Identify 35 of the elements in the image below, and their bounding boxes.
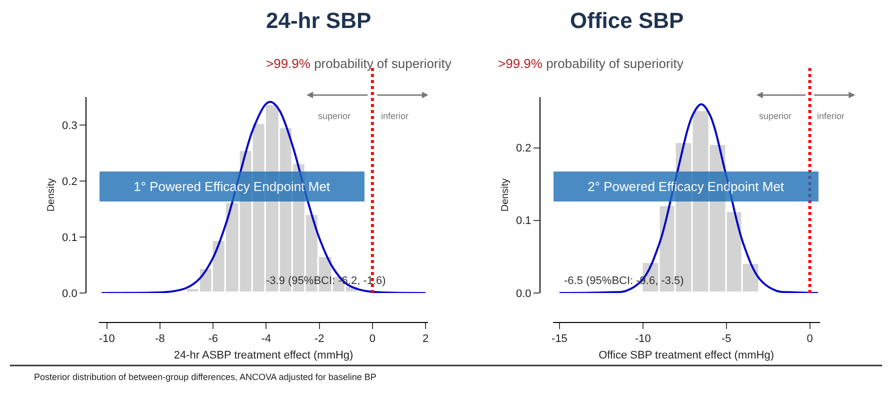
y-tick-label: 0.1 [516, 215, 532, 228]
y-axis-title: Density [500, 178, 511, 212]
annotation: inferior [381, 111, 409, 121]
chart-title: 24-hr SBP [266, 8, 372, 33]
annotation: inferior [817, 111, 845, 121]
annotation: superior [318, 111, 351, 121]
x-axis-title: 24-hr ASBP treatment effect (mmHg) [174, 349, 354, 362]
chart-subtitle: >99.9% probability of superiority [266, 56, 452, 71]
annotation: 2° Powered Efficacy Endpoint Met [588, 179, 784, 194]
x-axis-title: Office SBP treatment effect (mmHg) [598, 349, 774, 362]
y-tick-label: 0.2 [62, 176, 78, 188]
y-tick-label: 0.1 [62, 232, 78, 244]
x-tick-label: -15 [552, 333, 568, 346]
y-tick-label: 0.0 [516, 288, 532, 300]
annotation: superior [759, 111, 792, 121]
x-tick-label: 0 [806, 333, 813, 346]
x-tick-label: -2 [314, 333, 324, 346]
y-tick-label: 0.3 [62, 120, 78, 132]
y-tick-label: 0.2 [516, 142, 532, 155]
x-tick-label: -8 [155, 333, 165, 346]
x-tick-label: -5 [721, 333, 732, 346]
chart-subtitle: >99.9% probability of superiority [498, 56, 684, 71]
x-tick-label: -6 [208, 333, 218, 346]
x-tick-label: 0 [369, 333, 376, 346]
line-series [100, 101, 427, 293]
y-tick-label: 0.0 [62, 288, 78, 300]
x-tick-label: -4 [261, 333, 272, 346]
x-tick-label: -10 [98, 333, 115, 346]
x-tick-label: -10 [634, 333, 651, 346]
y-axis-title: Density [46, 178, 58, 212]
chart-title: Office SBP [570, 8, 684, 33]
annotation: 1° Powered Efficacy Endpoint Met [134, 179, 330, 194]
text: Posterior distribution of between-group differences, ANCOVA adjusted for baseline BP [34, 372, 376, 382]
line-series [558, 103, 820, 293]
x-tick-label: 2 [422, 333, 429, 346]
